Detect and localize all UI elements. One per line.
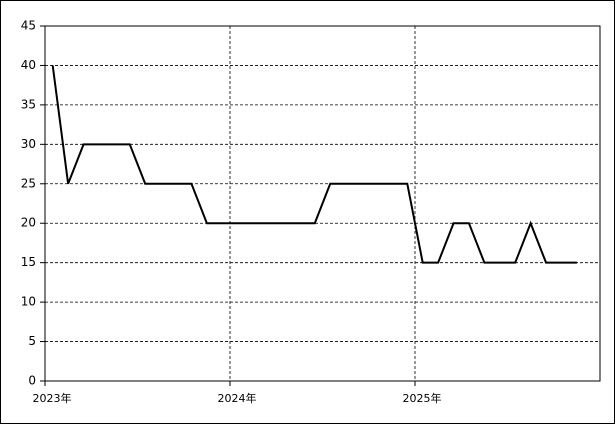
y-tick-label: 35	[21, 97, 36, 111]
x-tick-label: 2025年	[403, 391, 442, 405]
x-tick-label: 2023年	[33, 391, 72, 405]
y-tick-label: 5	[28, 334, 36, 348]
plot-area	[44, 25, 601, 382]
y-tick-label: 45	[21, 19, 36, 33]
y-tick-label: 25	[21, 176, 36, 190]
line	[51, 65, 577, 264]
y-tick-label: 15	[21, 255, 36, 269]
y-tick-label: 40	[21, 58, 36, 72]
y-tick-label: 10	[21, 295, 36, 309]
y-tick-label: 20	[21, 216, 36, 230]
x-tick-label: 2024年	[218, 391, 257, 405]
y-tick-label: 30	[21, 137, 36, 151]
y-tick-label: 0	[28, 374, 36, 388]
